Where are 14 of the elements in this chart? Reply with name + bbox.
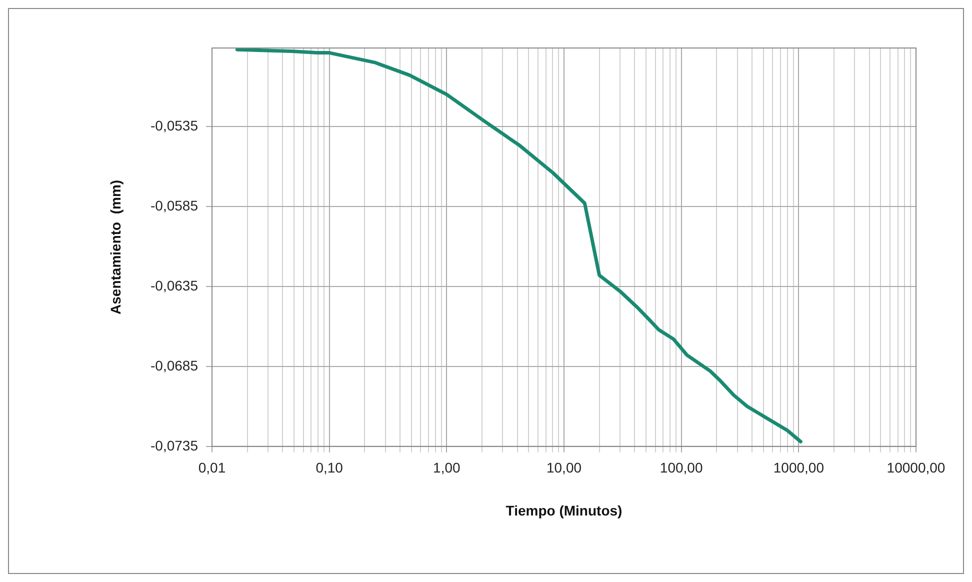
- x-tick-label: 1,00: [433, 460, 461, 476]
- y-axis-title: Asentamiento (mm): [107, 180, 124, 314]
- x-tick-label: 100,00: [660, 460, 703, 476]
- x-tick-label: 10000,00: [886, 460, 946, 476]
- y-tick-label: -0,0635: [150, 277, 198, 294]
- x-tick-label: 1000,00: [773, 460, 824, 476]
- y-tick-label: -0,0585: [150, 197, 198, 214]
- x-tick-label: 0,01: [198, 460, 226, 476]
- y-tick-label: -0,0685: [150, 357, 198, 374]
- x-tick-label: 10,00: [546, 460, 582, 476]
- x-tick-label: 0,10: [316, 460, 344, 476]
- y-tick-label: -0,0735: [150, 437, 198, 454]
- y-tick-label: -0,0535: [150, 117, 198, 134]
- x-axis-title: Tiempo (Minutos): [506, 502, 622, 518]
